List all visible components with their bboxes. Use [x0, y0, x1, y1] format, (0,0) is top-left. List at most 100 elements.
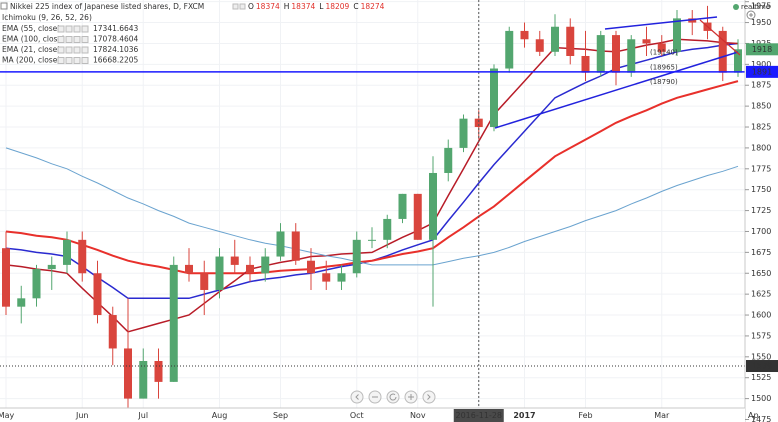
- top-right-controls: realtime: [733, 3, 770, 20]
- scroll-left[interactable]: [350, 390, 364, 404]
- x-tick-label: Sep: [273, 411, 288, 420]
- trendline[interactable]: [604, 16, 718, 30]
- candle-body: [505, 30, 514, 69]
- price-line-label: 1539: [752, 362, 772, 371]
- ohlc-value: 18274: [361, 2, 385, 11]
- candle-body: [566, 26, 575, 56]
- legend-button: [81, 25, 89, 33]
- candle-body: [459, 118, 468, 148]
- candle-body: [627, 39, 636, 73]
- annotation: (19140): [650, 49, 678, 57]
- legend-button: [73, 46, 81, 54]
- grid: [0, 0, 745, 408]
- scroll-right[interactable]: [422, 390, 436, 404]
- candle-body: [322, 273, 331, 282]
- y-tick-label: 1650: [751, 269, 771, 278]
- candle-body: [307, 260, 315, 274]
- annotation: (18790): [650, 78, 678, 86]
- ohlc-key: H: [284, 2, 290, 11]
- ohlc-value: 18374: [291, 2, 315, 11]
- add-icon: [749, 13, 753, 17]
- price-lines: [0, 71, 745, 367]
- drawings: [478, 0, 741, 408]
- y-tick-label: 1750: [751, 185, 771, 194]
- candle-body: [474, 118, 483, 128]
- last-price-label: 1918: [752, 45, 772, 54]
- candle-body: [215, 256, 224, 290]
- y-tick-label: 1725: [751, 206, 771, 215]
- x-tick-label: Aug: [212, 411, 228, 420]
- icon: [389, 393, 397, 401]
- candle-body: [520, 30, 529, 40]
- candle-body: [17, 298, 26, 307]
- icon: [408, 394, 414, 400]
- x-tick-label: Jun: [75, 411, 89, 420]
- status-dot: [733, 4, 739, 10]
- ohlc-key: O: [248, 2, 254, 11]
- y-tick-label: 1900: [751, 60, 771, 69]
- candle-body: [261, 256, 270, 274]
- candle-body: [2, 248, 10, 307]
- legend-button: [65, 46, 73, 54]
- y-tick-label: 1600: [751, 311, 771, 320]
- candle-body: [124, 348, 132, 399]
- candle-body: [383, 218, 392, 240]
- candle-body: [444, 147, 453, 173]
- candle-body: [535, 39, 544, 52]
- candle-body: [200, 273, 209, 290]
- y-tick-label: 1950: [751, 18, 771, 27]
- legend-button: [239, 3, 246, 10]
- legend: Nikkei 225 index of Japanese listed shar…: [0, 2, 385, 65]
- y-tick-label: 1500: [751, 394, 771, 403]
- hidden-indicator: Ichimoku (9, 26, 52, 26): [2, 13, 92, 22]
- x-tick-label: Oct: [350, 411, 364, 420]
- legend-button: [81, 36, 89, 43]
- y-tick-label: 1525: [751, 373, 771, 382]
- legend-button: [57, 25, 65, 33]
- legend-value: 17824.1036: [93, 45, 139, 54]
- add-button[interactable]: [746, 10, 756, 20]
- candle-body: [398, 193, 407, 219]
- candle-body: [688, 18, 697, 23]
- zoom-controls: [350, 390, 436, 404]
- y-tick-label: 1550: [751, 352, 771, 361]
- candle-body: [657, 43, 666, 52]
- ohlc-value: 18209: [325, 2, 349, 11]
- y-tick-label: 1975: [751, 2, 771, 11]
- candle-body: [154, 360, 163, 382]
- x-tick-label: 2017: [513, 411, 535, 420]
- reset[interactable]: [386, 390, 400, 404]
- candle-body: [596, 35, 605, 73]
- candle-body: [169, 264, 178, 382]
- candle-body: [612, 35, 620, 73]
- ohlc-key: L: [319, 2, 324, 11]
- y-tick-label: 1825: [751, 123, 771, 132]
- legend-name: EMA (55, close): [2, 24, 60, 33]
- candle-body: [337, 273, 346, 282]
- candles: [2, 5, 742, 408]
- x-tick-label: Feb: [578, 411, 592, 420]
- candle-body: [581, 55, 590, 73]
- candle-body: [368, 239, 376, 241]
- candle-body: [63, 239, 71, 265]
- candle-body: [642, 39, 651, 44]
- price-line-label-box: [746, 360, 778, 373]
- x-tick-label: Ap: [748, 411, 759, 420]
- indicator-line: [5, 80, 739, 275]
- trendline[interactable]: [494, 51, 739, 129]
- candle-body: [490, 68, 498, 128]
- legend-button: [81, 57, 89, 64]
- legend-name: EMA (21, close): [2, 45, 60, 54]
- candle-body: [276, 231, 285, 257]
- x-tick-label: Nov: [410, 411, 426, 420]
- y-tick-label: 1850: [751, 102, 771, 111]
- legend-button: [232, 3, 239, 10]
- legend-button: [73, 36, 81, 43]
- legend-button: [73, 25, 81, 33]
- trendline[interactable]: [699, 19, 741, 56]
- candle-body: [413, 193, 422, 240]
- icon: [427, 394, 431, 400]
- candle-body: [47, 264, 56, 270]
- symbol-icon: [0, 2, 8, 10]
